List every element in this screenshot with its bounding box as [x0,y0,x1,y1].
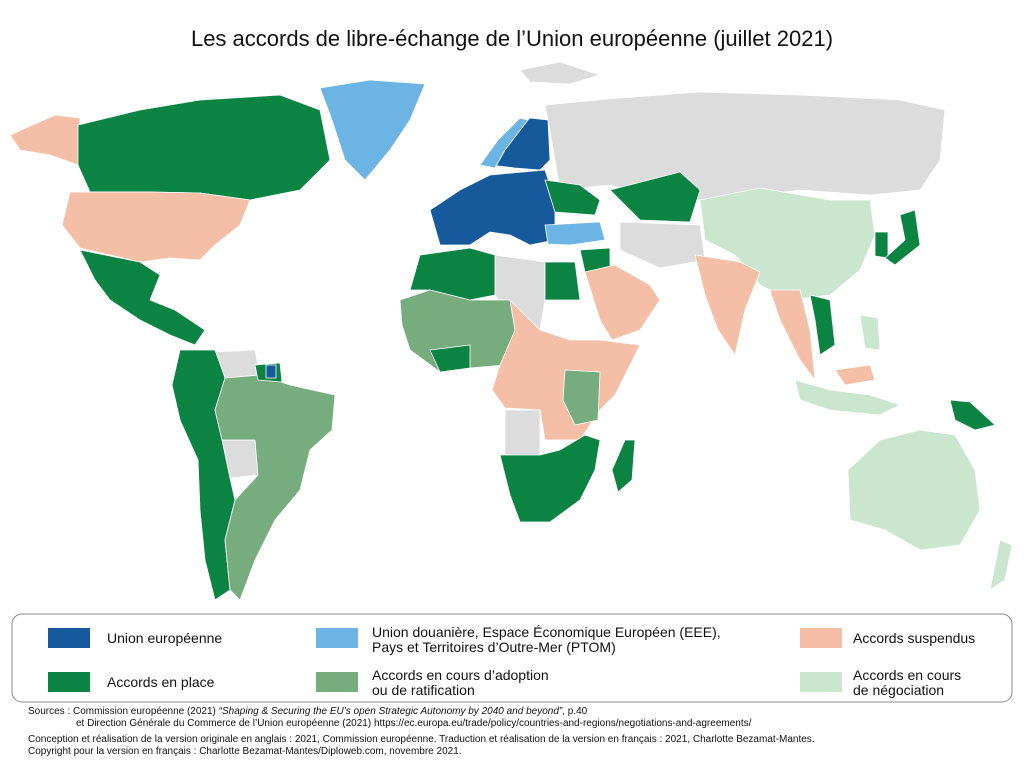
kazakhstan [609,171,701,223]
sources-title: “Shaping & Securing the EU’s open Strate… [219,706,563,717]
east-african-community [562,369,601,426]
egypt [544,261,581,301]
middle-east [584,264,661,341]
legend-swatch [316,672,358,692]
legend-label: de négociation [853,682,944,698]
legend-swatch [316,628,358,648]
usa [61,191,251,263]
papua-new-guinea [949,399,996,431]
legend-label: Union européenne [107,630,222,646]
central-asia [619,221,706,269]
legend: Union européenne Union douanière, Espace… [48,624,975,698]
madagascar [611,439,636,493]
legend-label: Accords en cours [853,667,961,683]
legend-swatch [800,628,842,648]
myanmar-thailand [769,289,816,382]
sources: et Direction Générale du Commerce de l’U… [76,718,752,729]
legend-label: Union douanière, Espace Économique Europ… [372,624,721,640]
legend-label: Accords en cours d’adoption [372,667,549,683]
new-zealand [989,539,1013,591]
european-union [429,169,556,246]
coastal-west-africa [429,344,471,373]
indonesia [794,379,902,416]
legend-label: Pays et Territoires d’Outre-Mer (PTOM) [372,639,616,655]
legend-swatch [800,672,842,692]
turkey [544,221,606,246]
antarctic-islands [519,61,602,85]
credits: Conception et réalisation de la version … [28,734,815,745]
title: Les accords de libre-échange de l’Union … [191,26,833,51]
china-mongolia [699,187,876,301]
legend-label: Accords suspendus [853,630,975,646]
french-guiana [265,364,277,379]
legend-box [11,613,1013,703]
legend-label: ou de ratification [372,682,475,698]
southern-africa [499,434,601,523]
sources-text: , p.40 [562,706,587,717]
angola [504,409,541,456]
vietnam [809,294,836,356]
sources-text: Sources : Commission européenne (2021) [28,706,219,717]
south-asia [694,254,761,356]
legend-label: Accords en place [107,674,215,690]
australia [847,429,981,551]
copyright: Copyright pour la version en français : … [28,746,462,757]
mexico-central-america [79,249,206,346]
norway-iceland [479,117,529,169]
maghreb [409,247,496,301]
sources: Sources : Commission européenne (2021) “… [28,706,588,717]
philippines [859,314,881,351]
legend-swatch [48,628,90,648]
ukraine-caucasus [544,179,601,216]
greenland [319,79,426,181]
japan [884,209,921,266]
legend-swatch [48,672,90,692]
korea [874,231,889,259]
malaysia [834,364,876,386]
russia [544,91,946,201]
mercosur [214,374,336,601]
world-map [9,61,1013,601]
